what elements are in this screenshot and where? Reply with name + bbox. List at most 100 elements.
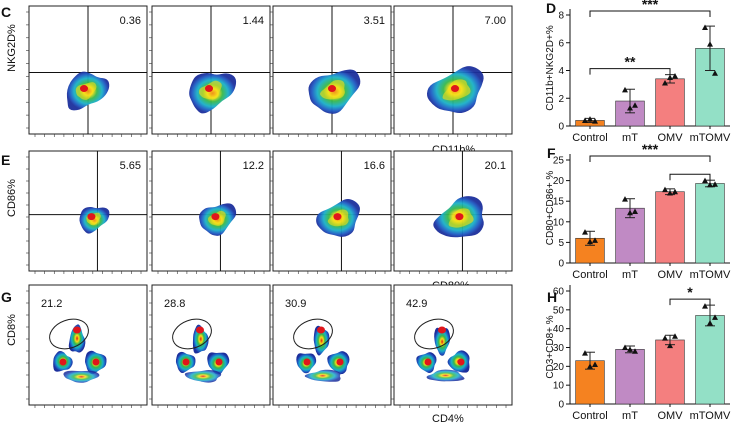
replicate-point [712, 70, 718, 76]
density-peak [73, 326, 81, 334]
y-tick-label: 30 [553, 343, 565, 354]
ellipse-gate [172, 318, 212, 350]
bar-mtomv [695, 315, 725, 405]
replicate-point [672, 73, 678, 79]
flow-plot: 12.2 [149, 150, 271, 274]
bar-ylabel: CD80+CD86+ % [545, 171, 556, 246]
flow-plot: 42.9 [391, 284, 513, 408]
significance-bracket [589, 10, 711, 17]
replicate-point [702, 177, 708, 184]
flow-plot: 1.44 [149, 5, 271, 137]
flow-plot: 20.1 [391, 150, 513, 274]
bar-ylabel: CD3+CD8+ % [545, 315, 556, 378]
flow-plot: 28.8 [149, 284, 271, 408]
replicate-point [632, 208, 638, 214]
replicate-point [662, 79, 668, 86]
significance-bracket [589, 68, 671, 75]
y-tick-label: 5 [558, 238, 564, 249]
replicate-point [662, 186, 668, 193]
flow-plot: 7.00 [391, 5, 513, 137]
panel-letter-g: G [1, 289, 12, 305]
y-tick-label: 10 [553, 381, 565, 392]
x-tick-label: mT [622, 410, 638, 422]
x-tick-label: OMV [657, 269, 683, 281]
x-tick-label: OMV [657, 132, 683, 144]
quadrant-percentage: 1.44 [243, 15, 264, 27]
density-peak [196, 326, 204, 334]
x-tick-label: mTOMV [690, 410, 731, 422]
replicate-point [707, 41, 713, 47]
y-tick-label: 0 [558, 400, 564, 411]
replicate-point [622, 344, 628, 350]
density-peak [328, 85, 336, 93]
panel-letter-f: F [547, 145, 556, 161]
flow-plot-frame [151, 284, 271, 406]
y-tick-label: 10 [553, 217, 565, 228]
replicate-point [702, 24, 708, 30]
significance-label: *** [642, 0, 659, 12]
significance-bracket [589, 155, 711, 162]
replicate-point [667, 74, 673, 80]
density-peak [457, 358, 465, 366]
density-peak [336, 358, 344, 366]
replicate-point [592, 237, 598, 243]
ellipse-gate [293, 318, 333, 350]
replicate-point [627, 104, 633, 111]
replicate-point [712, 314, 718, 320]
x-tick-label: mTOMV [690, 269, 731, 281]
panel-letter-h: H [547, 289, 557, 305]
density-peak [215, 358, 223, 366]
replicate-point [712, 181, 718, 187]
replicate-point [627, 346, 633, 352]
bar-omv [655, 78, 685, 127]
y-tick-label: 0 [558, 122, 564, 133]
density-peak [333, 213, 342, 221]
y-tick-label: 0 [558, 259, 564, 270]
y-tick-label: 20 [553, 176, 565, 187]
flow-plot: 21.2 [26, 284, 148, 408]
y-tick-label: 60 [553, 287, 565, 298]
bar-omv [655, 339, 685, 405]
replicate-point [622, 86, 628, 93]
density-peak [317, 326, 325, 334]
density-peak [438, 326, 446, 334]
density-peak [451, 85, 459, 93]
replicate-point [707, 320, 713, 326]
flow-plot-frame [393, 284, 513, 406]
flow-xlabel: CD4% [432, 413, 464, 424]
replicate-point [592, 118, 598, 124]
flow-ylabel: CD86% [6, 179, 18, 217]
density-population-cd8 [313, 325, 330, 356]
gate-percentage: 28.8 [164, 298, 185, 310]
density-population-cd8 [68, 324, 86, 353]
panel-letter-e: E [1, 152, 10, 168]
replicate-point [707, 181, 713, 188]
significance-label: ** [625, 54, 636, 70]
quadrant-percentage: 0.36 [120, 15, 141, 27]
bar-mtomv [695, 183, 725, 264]
replicate-point [622, 196, 628, 202]
x-tick-label: Control [572, 269, 607, 281]
y-tick-label: 2 [558, 94, 564, 105]
quadrant-percentage: 3.51 [364, 15, 385, 27]
gate-percentage: 21.2 [41, 298, 62, 310]
density-peak [303, 358, 311, 366]
y-tick-label: 4 [558, 66, 564, 77]
density-peak [455, 213, 464, 221]
density-peak [182, 358, 190, 366]
flow-ylabel: NKG2D% [6, 24, 18, 72]
replicate-point [672, 333, 678, 339]
replicate-point [672, 188, 678, 195]
replicate-point [592, 361, 598, 367]
x-tick-label: Control [572, 410, 607, 422]
density-peak [92, 358, 100, 366]
replicate-point [667, 342, 673, 349]
significance-label: * [687, 284, 693, 300]
density-peak [211, 213, 220, 221]
replicate-point [582, 350, 588, 356]
ellipse-gate [49, 318, 89, 350]
